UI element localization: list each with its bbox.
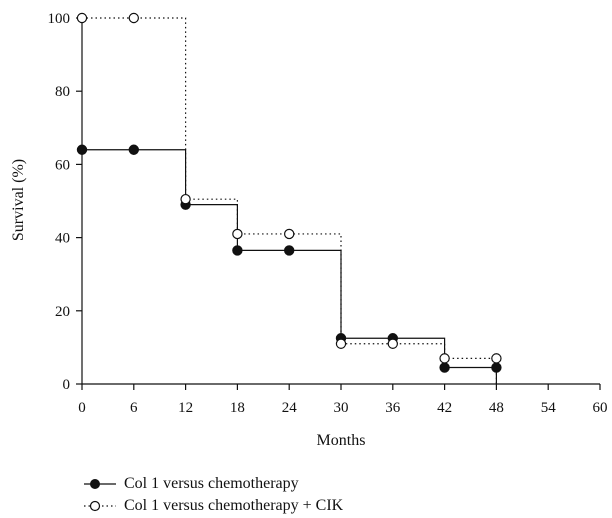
data-point-series-0 <box>284 245 295 256</box>
legend-label-chemotherapy-cik: Col 1 versus chemotherapy + CIK <box>124 497 344 514</box>
x-tick-label: 18 <box>230 400 245 416</box>
x-tick-label: 36 <box>385 400 401 416</box>
data-point-series-0 <box>76 144 88 155</box>
data-point-series-1 <box>387 338 398 349</box>
survival-chart: 0 20 40 60 80 100 0 6 12 18 24 30 36 42 48 54 60 Surviva… <box>10 11 608 449</box>
x-axis-label: Months <box>317 432 366 449</box>
data-point-series-0 <box>439 362 450 373</box>
x-tick-label: 60 <box>593 400 608 416</box>
data-point-series-0 <box>232 245 243 256</box>
x-tick-label: 54 <box>541 400 557 416</box>
y-axis-label: Survival (%) <box>10 159 27 241</box>
data-point-series-1 <box>284 228 295 240</box>
y-tick-label: 20 <box>55 304 70 320</box>
x-tick-label: 6 <box>130 400 138 416</box>
x-tick-label: 0 <box>78 400 86 416</box>
x-tick-label: 42 <box>437 400 452 416</box>
axes: 0 20 40 60 80 100 0 6 12 18 24 30 36 42 48 54 60 <box>48 11 608 416</box>
series-line-1 <box>82 17 497 384</box>
legend: Col 1 versus chemotherapy Col 1 versus c… <box>82 473 343 517</box>
x-tick-label: 30 <box>334 400 349 416</box>
series-layer <box>82 17 497 384</box>
data-point-series-1 <box>439 353 450 364</box>
data-point-series-1 <box>335 338 347 349</box>
legend-item-chemotherapy-cik: Col 1 versus chemotherapy + CIK <box>82 495 343 517</box>
data-point-series-1 <box>491 353 502 364</box>
legend-item-chemotherapy: Col 1 versus chemotherapy <box>82 473 343 495</box>
series-line-0 <box>82 149 497 384</box>
y-tick-label: 0 <box>63 377 71 393</box>
legend-marker-solid-filled-icon <box>84 479 116 489</box>
x-tick-label: 24 <box>282 400 298 416</box>
marker-layer <box>76 12 502 373</box>
data-point-series-1 <box>180 193 191 205</box>
data-point-series-1 <box>232 228 243 240</box>
y-tick-label: 100 <box>48 11 71 27</box>
y-tick-label: 40 <box>55 231 70 247</box>
x-tick-label: 12 <box>178 400 193 416</box>
data-point-series-1 <box>76 12 88 24</box>
y-tick-label: 80 <box>55 84 70 100</box>
x-tick-label: 48 <box>489 400 504 416</box>
data-point-series-0 <box>491 362 502 373</box>
y-tick-label: 60 <box>55 157 70 173</box>
legend-marker-dotted-open-icon <box>84 500 116 512</box>
legend-label-chemotherapy: Col 1 versus chemotherapy <box>124 475 299 492</box>
data-point-series-1 <box>128 12 139 24</box>
data-point-series-0 <box>128 144 139 155</box>
